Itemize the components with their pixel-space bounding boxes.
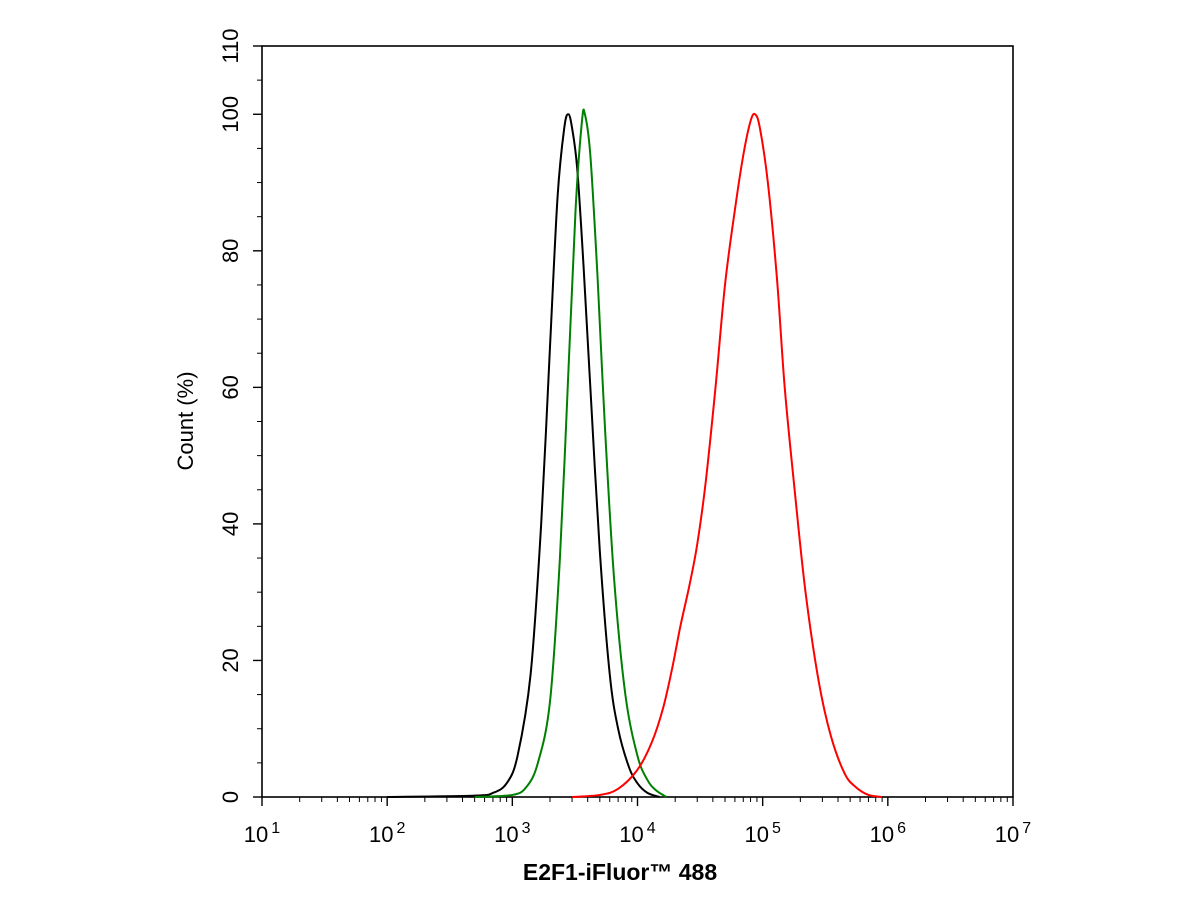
y-axis-title: Count (%) — [173, 371, 198, 470]
plot-frame — [261, 45, 1014, 798]
series-line-3 — [571, 112, 883, 798]
y-tick-label: 110 — [218, 28, 243, 63]
y-tick-label: 40 — [218, 512, 243, 536]
x-tick-label: 10 6 — [870, 820, 906, 847]
y-tick-label: 100 — [218, 96, 243, 133]
y-tick-label: 80 — [218, 239, 243, 263]
y-tick-label: 20 — [218, 648, 243, 672]
y-tick-labels: 0 20 40 60 80 100 110 — [218, 28, 243, 803]
series-line-1 — [387, 113, 660, 798]
series-line-2 — [474, 108, 667, 798]
x-tick-label: 10 1 — [244, 820, 280, 847]
minor-ticks — [257, 79, 1008, 802]
y-tick-label: 60 — [218, 375, 243, 399]
series-layer — [387, 108, 883, 798]
x-tick-label: 10 3 — [494, 820, 530, 847]
major-ticks — [253, 45, 1014, 806]
x-tick-label: 10 2 — [369, 820, 405, 847]
y-tick-label: 0 — [218, 791, 243, 803]
x-tick-label: 10 7 — [995, 820, 1031, 847]
x-tick-label: 10 5 — [744, 820, 780, 847]
x-axis-title: E2F1-iFluor™ 488 — [523, 859, 717, 885]
x-tick-label: 10 4 — [619, 820, 655, 847]
x-tick-labels: 10 1 10 2 10 3 10 4 10 5 10 6 10 7 — [244, 820, 1031, 847]
